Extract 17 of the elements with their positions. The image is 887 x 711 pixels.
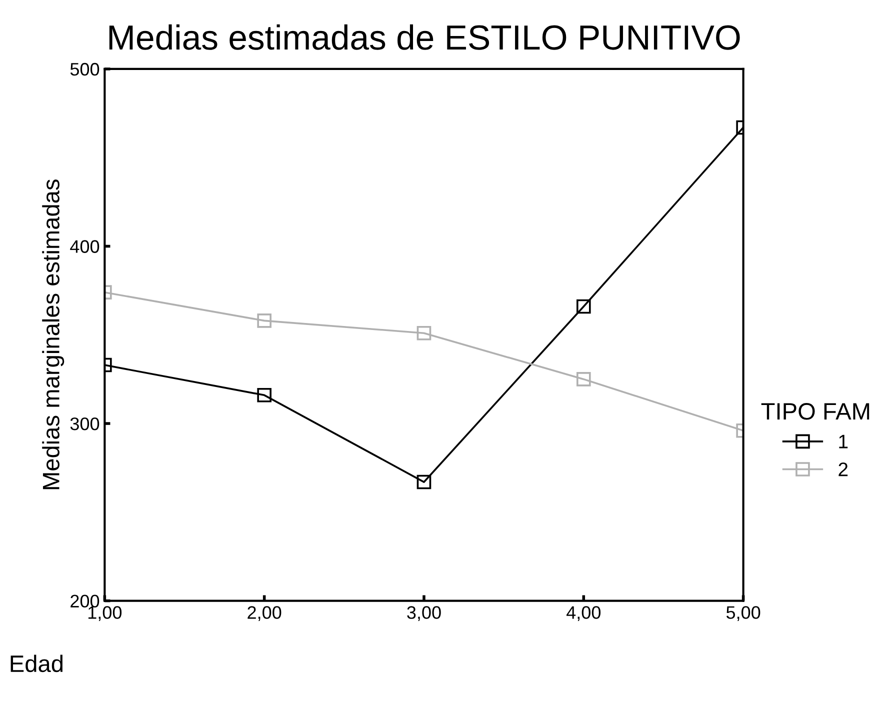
x-tick-label: 3,00 [407, 606, 441, 622]
y-axis-title: Medias marginales estimadas [42, 180, 64, 490]
x-tick-label: 1,00 [88, 606, 122, 622]
y-tick-label: 200 [70, 594, 100, 608]
x-tick-label: 2,00 [248, 606, 282, 622]
legend-title: TIPO FAM [761, 403, 870, 420]
legend-label: 2 [838, 462, 848, 476]
point [416, 326, 432, 340]
y-tick-label: 500 [70, 62, 100, 76]
legend-label: 1 [839, 434, 848, 448]
x-tick-label: 5,00 [726, 606, 760, 622]
y-tick-label: 400 [70, 240, 100, 253]
point [416, 474, 432, 490]
x-axis-title: Edad [10, 654, 62, 672]
chart-title: Medias estimadas de ESTILO PUNITIVO [109, 24, 740, 50]
x-tick-label: 4,00 [566, 606, 601, 622]
y-tick-label: 300 [70, 417, 100, 430]
